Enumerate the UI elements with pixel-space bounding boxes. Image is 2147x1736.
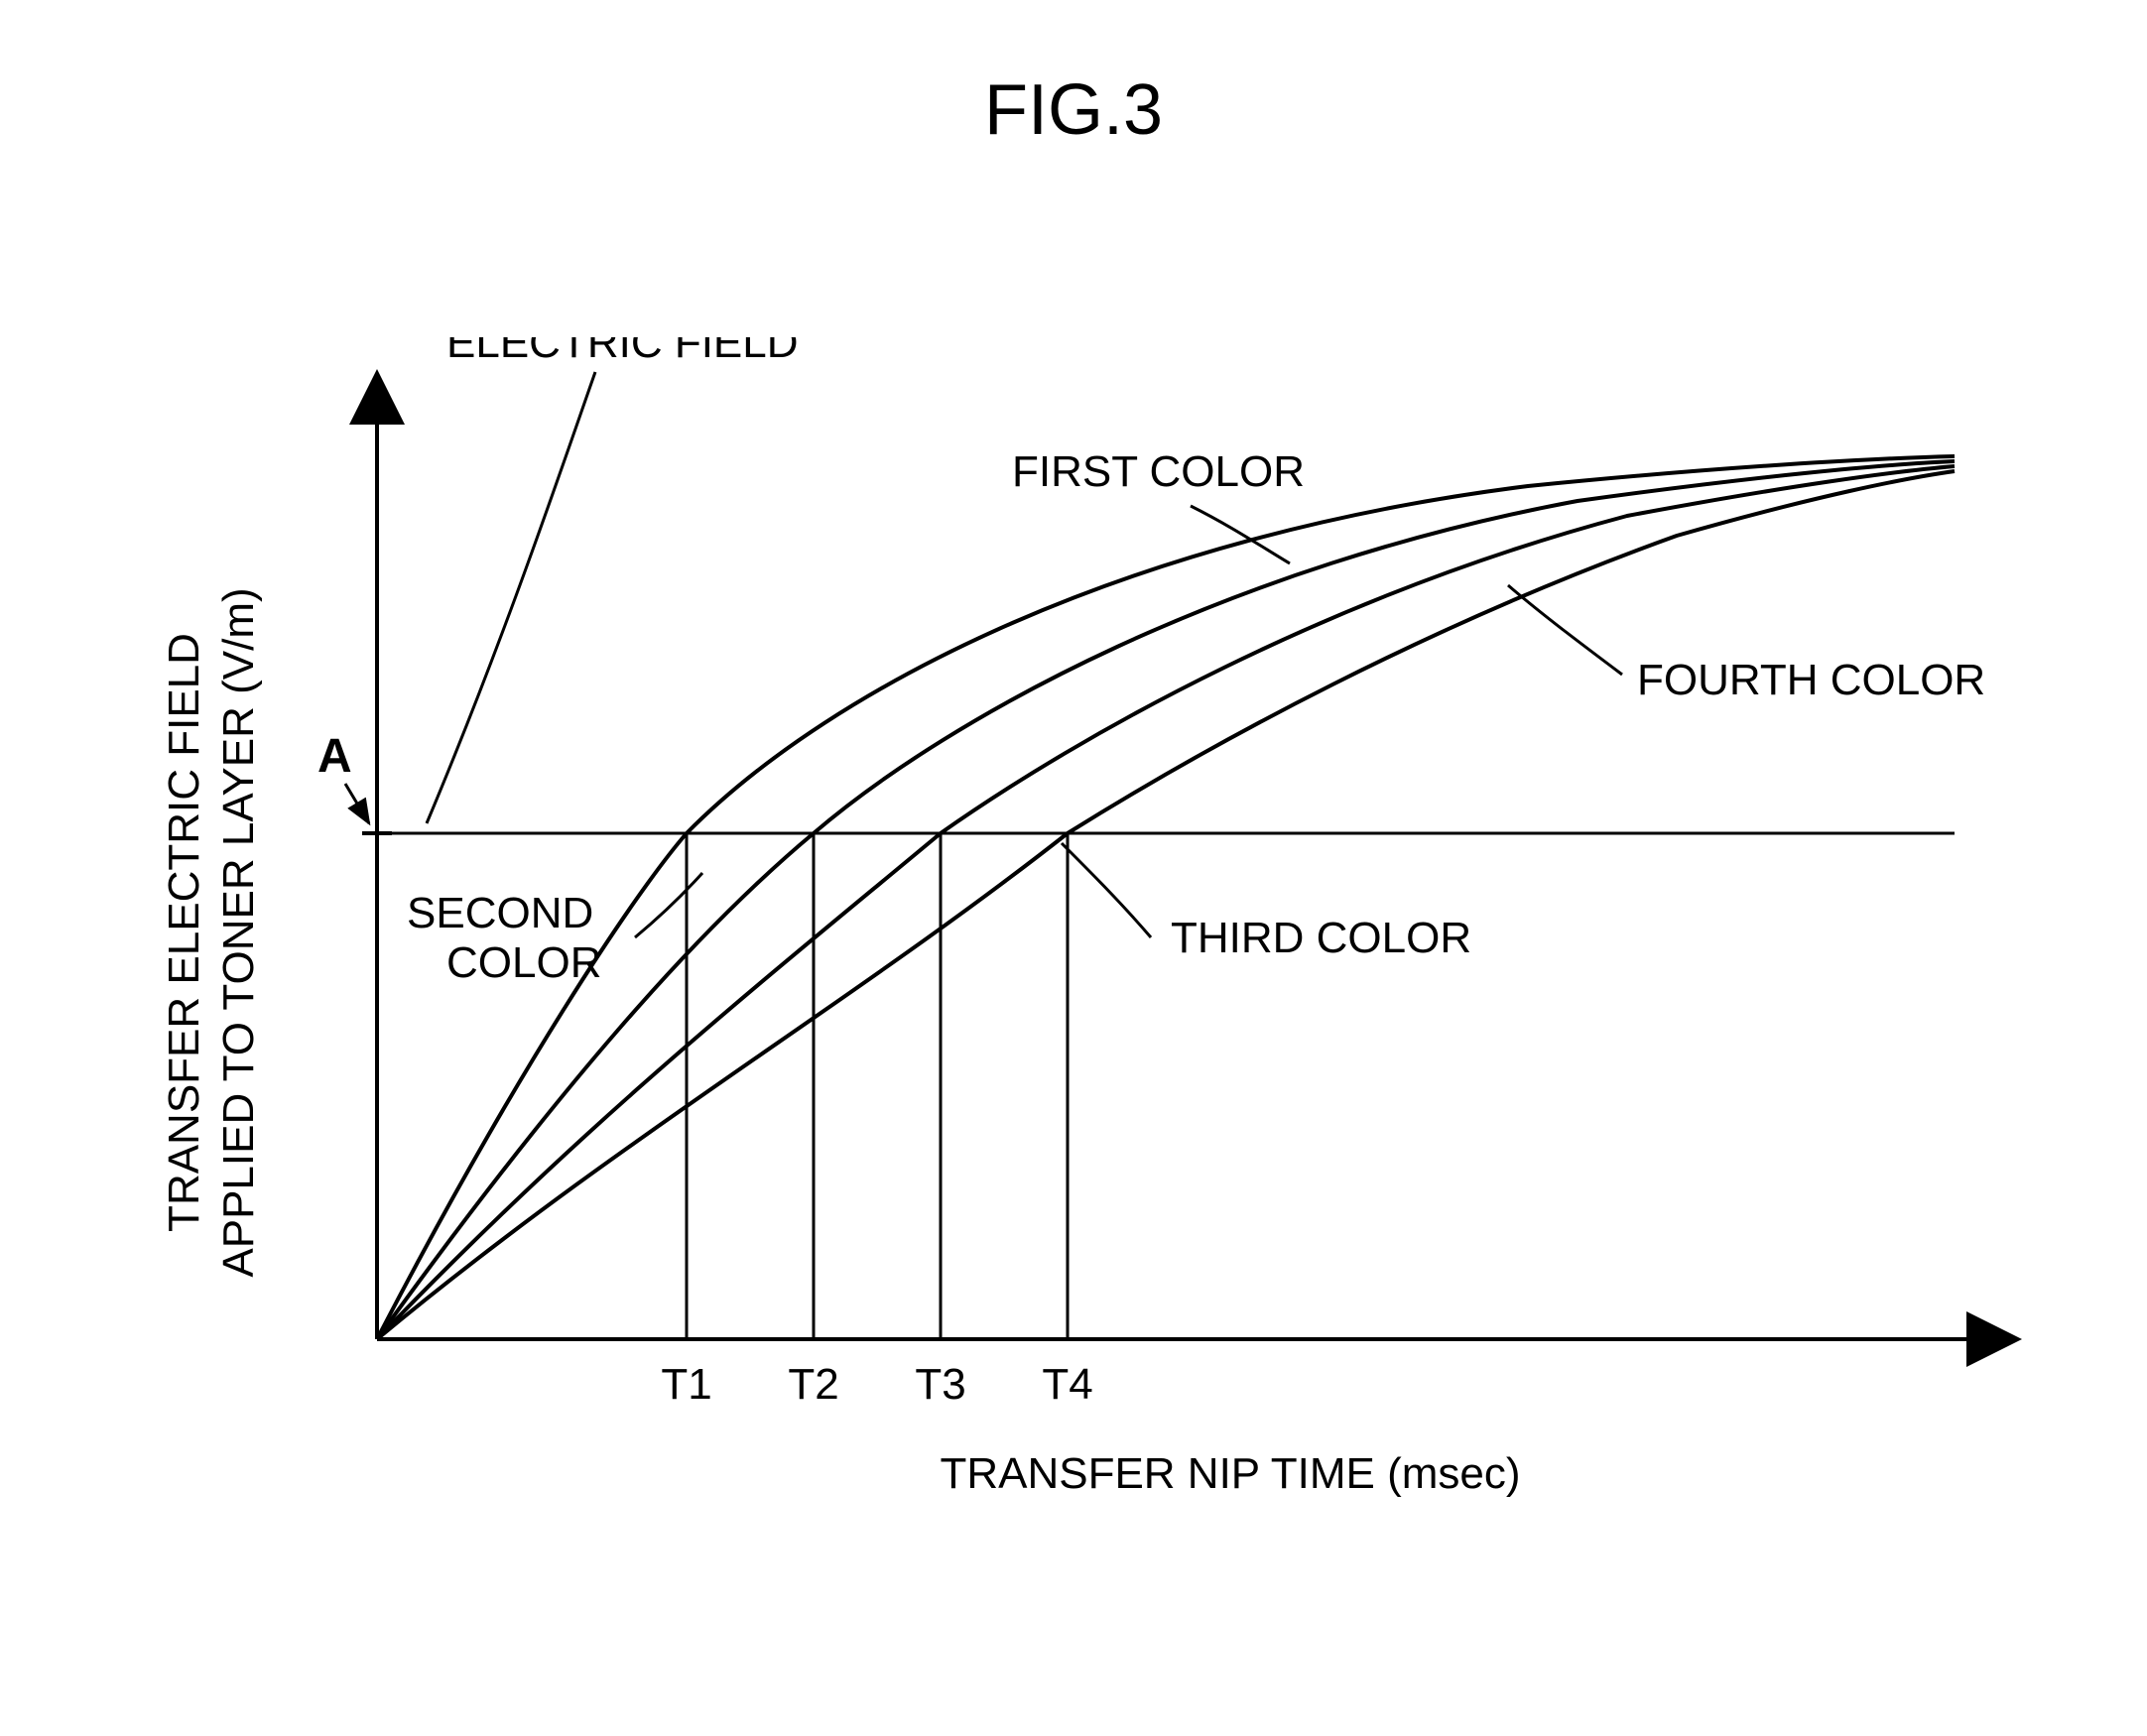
label-fourth-color: FOURTH COLOR [1637,656,1985,704]
point-a-label: A [317,730,352,783]
y-axis-label-line2: APPLIED TO TONER LAYER (V/m) [214,587,263,1277]
curve-first-color [377,456,1955,1339]
xtick-t4: T4 [1042,1360,1092,1409]
optimal-label-line2: ELECTRIC FIELD [446,337,799,367]
label-first-color: FIRST COLOR [1012,447,1305,496]
leader-fourth-color [1508,585,1622,675]
label-second-color-line2: COLOR [446,938,601,987]
leader-second-color [635,873,702,937]
point-a-arrow [345,784,369,823]
curve-third-color [377,466,1955,1339]
curve-fourth-color [377,471,1955,1339]
y-axis-label-line1: TRANSFER ELECTRIC FIELD [160,633,208,1232]
figure-title: FIG.3 [0,69,2147,151]
xtick-t1: T1 [661,1360,711,1409]
xtick-t2: T2 [788,1360,838,1409]
xtick-t3: T3 [915,1360,965,1409]
leader-third-color [1062,843,1151,937]
optimal-leader [427,372,595,823]
label-second-color-line1: SECOND [407,889,593,937]
label-third-color: THIRD COLOR [1171,914,1471,962]
curve-second-color [377,461,1955,1339]
x-axis-label: TRANSFER NIP TIME (msec) [940,1449,1520,1498]
chart-svg: T1 T2 T3 T4 TRANSFER NIP TIME (msec) TRA… [139,337,2044,1528]
